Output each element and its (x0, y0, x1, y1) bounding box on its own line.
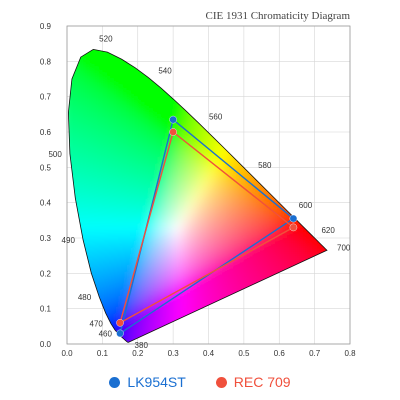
y-tick-label: 0.9 (40, 22, 52, 31)
point-lk954st-red (289, 214, 298, 223)
legend-item-rec709: REC 709 (215, 374, 291, 390)
wavelength-label-380: 380 (135, 341, 149, 350)
wavelength-label-480: 480 (78, 293, 92, 302)
wavelength-label-700: 700 (337, 243, 351, 252)
chromaticity-chart: 0.0 0.1 0.2 0.3 0.4 0.5 0.6 0.7 0.8 0.0 0.1 0.2 0.3 0… (40, 10, 356, 358)
wavelength-label-600: 600 (299, 201, 313, 210)
point-lk954st-green (169, 115, 177, 124)
legend-item-lk954st: LK954ST (109, 374, 186, 390)
legend-swatch-rec709 (215, 376, 227, 388)
x-tick-label: 0.1 (97, 349, 109, 358)
x-tick-label: 0.0 (61, 349, 73, 358)
gamut-triangles (116, 115, 298, 338)
wavelength-label-470: 470 (90, 320, 104, 329)
x-tick-label: 0.6 (274, 349, 286, 358)
legend-swatch-lk954st (109, 376, 121, 388)
y-tick-label: 0.8 (40, 57, 52, 66)
point-lk954st-blue (116, 329, 124, 338)
y-tick-label: 0.5 (40, 163, 52, 172)
axis-tick-labels: 0.0 0.1 0.2 0.3 0.4 0.5 0.6 0.7 0.8 0.0 0.1 0.2 0.3 0… (40, 22, 356, 358)
wavelength-label-580: 580 (258, 161, 272, 170)
legend-label-rec709: REC 709 (233, 374, 291, 390)
wavelength-label-520: 520 (99, 34, 113, 43)
plot-frame (66, 25, 351, 345)
legend-label-lk954st: LK954ST (127, 374, 186, 390)
x-tick-label: 0.3 (168, 349, 180, 358)
wavelength-label-460: 460 (99, 329, 113, 338)
y-tick-label: 0.6 (40, 128, 52, 137)
y-tick-label: 0.3 (40, 234, 52, 243)
x-tick-label: 0.8 (344, 349, 356, 358)
wavelength-label-540: 540 (158, 67, 172, 76)
wavelength-label-490: 490 (62, 236, 76, 245)
point-rec-709-green (169, 128, 177, 136)
wavelength-label-500: 500 (48, 150, 62, 159)
triangle-rec-709 (119, 131, 295, 324)
y-tick-label: 0.4 (40, 199, 52, 208)
y-tick-label: 0.0 (40, 340, 52, 349)
y-tick-label: 0.1 (40, 305, 52, 314)
point-rec-709-red (289, 223, 298, 232)
wavelength-label-560: 560 (209, 113, 223, 122)
chart-title: CIE 1931 Chromaticity Diagram (206, 10, 351, 22)
x-tick-label: 0.5 (238, 349, 250, 358)
y-tick-label: 0.7 (40, 93, 52, 102)
wavelength-label-620: 620 (321, 226, 335, 235)
x-tick-label: 0.7 (309, 349, 321, 358)
y-tick-label: 0.2 (40, 269, 52, 278)
point-rec-709-blue (116, 318, 124, 327)
x-tick-label: 0.2 (132, 349, 144, 358)
x-tick-label: 0.4 (203, 349, 215, 358)
spectral-locus-outline (67, 48, 328, 343)
legend: LK954ST REC 709 (0, 371, 400, 393)
